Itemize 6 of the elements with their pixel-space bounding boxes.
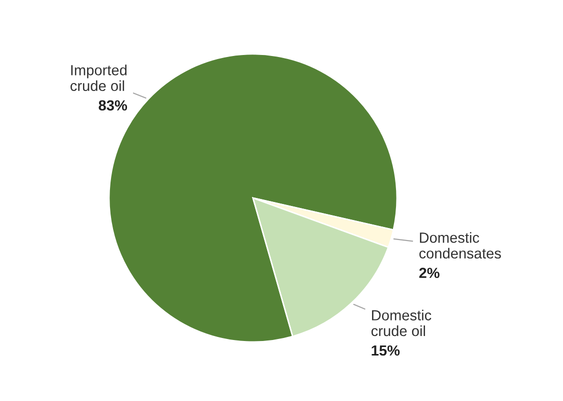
data-label: 83%: [98, 100, 128, 111]
data-label: 15%: [372, 345, 400, 356]
slice-label: Imported crude oil: [70, 64, 127, 92]
slice-label: Domestic crude oil: [371, 310, 432, 336]
slice-label: Domestic condensates: [419, 232, 501, 259]
data-label: 2%: [419, 268, 440, 278]
